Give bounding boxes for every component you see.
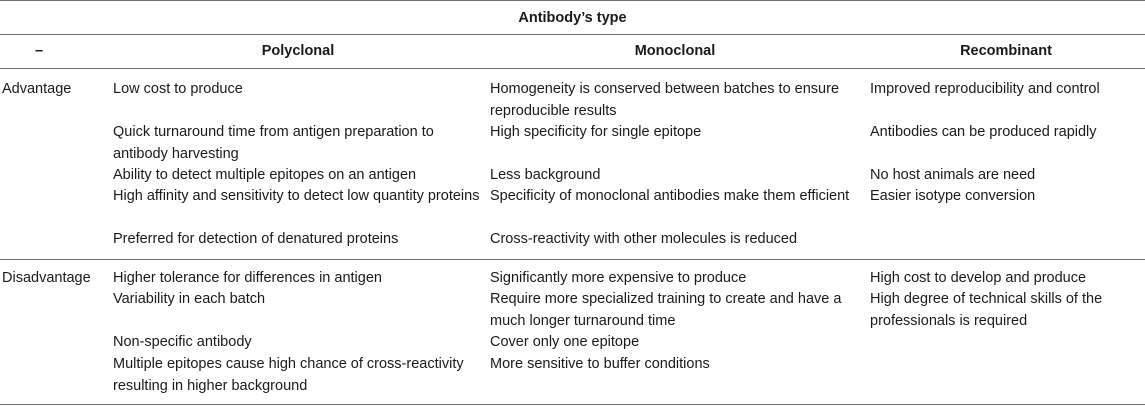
column-header-polyclonal: Polyclonal (261, 43, 335, 59)
list-item: Significantly more expensive to produce (490, 270, 747, 286)
column-header-rule (0, 68, 1145, 69)
list-item: Antibodies can be produced rapidly (870, 124, 1097, 140)
table-bottom-rule (0, 404, 1145, 405)
column-header-recombinant: Recombinant (960, 43, 1052, 59)
list-item: High affinity and sensitivity to detect … (113, 188, 480, 204)
list-item: Variability in each batch (113, 291, 266, 307)
list-item: Multiple epitopes cause high chance of c… (113, 356, 464, 394)
list-item: Low cost to produce (113, 81, 243, 97)
list-item: High degree of technical skills of the p… (870, 291, 1103, 329)
list-item: Cross-reactivity with other molecules is… (490, 231, 798, 247)
list-item: Homogeneity is conserved between batches… (490, 81, 840, 119)
list-item: High cost to develop and produce (870, 270, 1087, 286)
column-header-blank: – (35, 43, 44, 59)
group-header: Antibody’s type (518, 10, 627, 26)
list-item: No host animals are need (870, 167, 1036, 183)
table-top-rule (0, 0, 1145, 1)
list-item: Ability to detect multiple epitopes on a… (113, 167, 417, 183)
column-header-monoclonal: Monoclonal (634, 43, 716, 59)
row-label-advantage: Advantage (2, 81, 72, 97)
list-item: Non-specific antibody (113, 334, 252, 350)
list-item: More sensitive to buffer conditions (490, 356, 710, 372)
row-label-disadvantage: Disadvantage (2, 270, 91, 286)
list-item: Improved reproducibility and control (870, 81, 1100, 97)
row-divider (0, 259, 1145, 260)
list-item: Higher tolerance for differences in anti… (113, 270, 382, 286)
list-item: Preferred for detection of denatured pro… (113, 231, 399, 247)
list-item: High specificity for single epitope (490, 124, 702, 140)
header-rule (0, 34, 1145, 35)
list-item: Require more specialized training to cre… (490, 291, 842, 329)
list-item: Easier isotype conversion (870, 188, 1036, 204)
list-item: Less background (490, 167, 601, 183)
list-item: Cover only one epitope (490, 334, 640, 350)
list-item: Specificity of monoclonal antibodies mak… (490, 188, 850, 204)
list-item: Quick turnaround time from antigen prepa… (113, 124, 434, 162)
